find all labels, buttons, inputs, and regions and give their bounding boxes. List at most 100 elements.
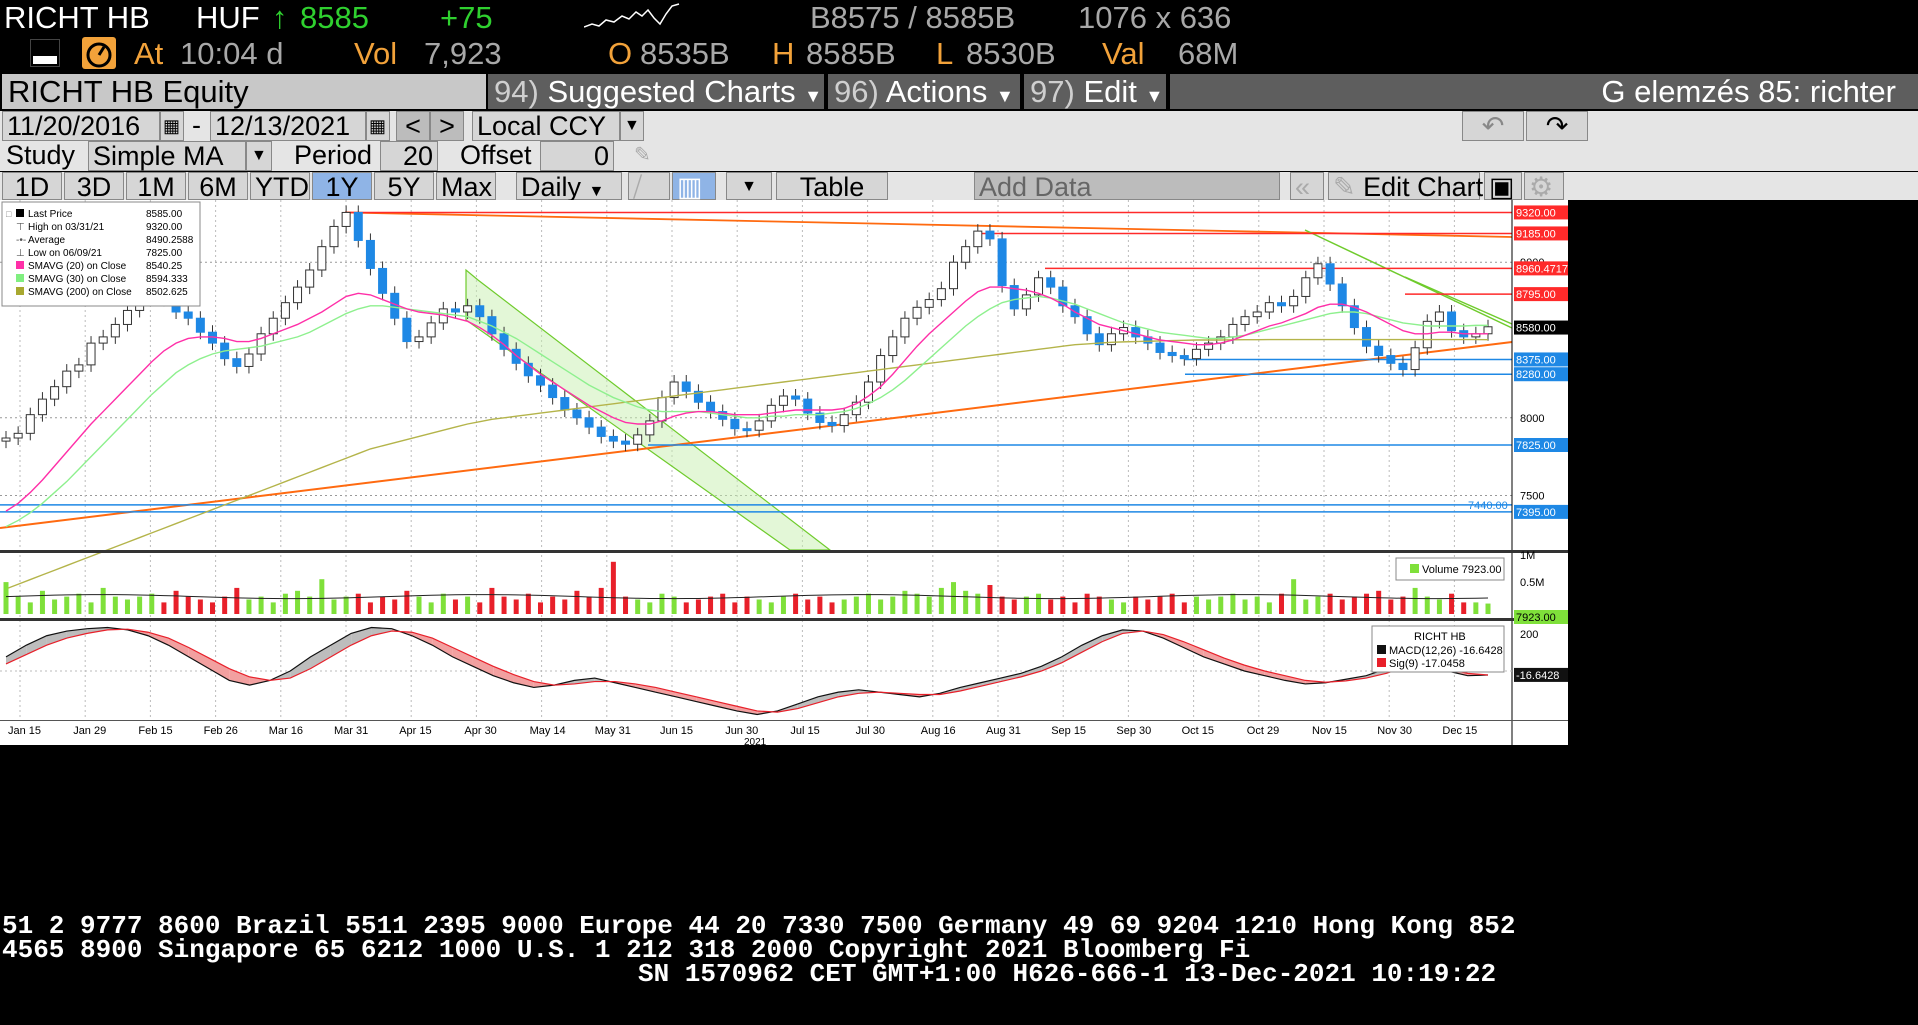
- candle-body: [730, 418, 740, 430]
- frequency-select[interactable]: Daily ▼: [516, 172, 622, 201]
- table-button[interactable]: Table: [776, 172, 888, 201]
- collapse-icon[interactable]: «: [1290, 172, 1324, 201]
- edit-chart-label: Edit Chart: [1363, 172, 1484, 202]
- volume-bar: [1254, 596, 1260, 614]
- volume-bar: [1133, 596, 1139, 614]
- suggested-charts-label: Suggested Charts: [547, 74, 796, 109]
- chevron-down-icon[interactable]: ▼: [246, 141, 272, 171]
- tab-1d[interactable]: 1D: [2, 172, 62, 201]
- macd-fill: [736, 706, 758, 715]
- macd-fill: [1061, 645, 1082, 663]
- suggested-charts-menu[interactable]: 94) Suggested Charts ▼: [488, 74, 824, 109]
- candle-body: [827, 421, 837, 427]
- candle-body: [1386, 355, 1396, 364]
- macd-fill: [249, 676, 270, 686]
- chevron-down-icon[interactable]: ▼: [620, 111, 644, 141]
- open-value: 8535B: [640, 36, 730, 71]
- high-value: 8585B: [806, 36, 896, 71]
- macd-fill: [696, 696, 717, 707]
- pencil-icon[interactable]: ✎: [630, 141, 666, 171]
- x-tick-label: Nov 15: [1312, 725, 1347, 737]
- gear-icon[interactable]: ⚙: [1524, 172, 1564, 201]
- tab-5y[interactable]: 5Y: [374, 172, 434, 201]
- candle-body: [924, 299, 934, 308]
- low-value: 8530B: [966, 36, 1056, 71]
- candle-body: [633, 434, 643, 445]
- price-label-box: [1514, 352, 1568, 367]
- chevron-down-icon: ▼: [996, 86, 1014, 106]
- val-value: 68M: [1178, 36, 1239, 71]
- x-tick-label: Dec 15: [1442, 725, 1477, 737]
- undo-icon[interactable]: ↶: [1462, 111, 1524, 141]
- legend-symbol: -•-: [16, 235, 26, 246]
- grid-icon[interactable]: [30, 39, 60, 67]
- volume-bar: [1048, 599, 1054, 614]
- x-tick-label: Mar 31: [334, 725, 368, 737]
- volume-bar: [39, 590, 45, 614]
- actions-menu[interactable]: 96) Actions ▼: [828, 74, 1020, 109]
- volume-bar: [926, 596, 932, 614]
- timeframe-bar: 1D 3D 1M 6M YTD 1Y 5Y Max Daily ▼ ⧸ ▥ ▼ Table A…: [0, 172, 1918, 202]
- tab-1m[interactable]: 1M: [126, 172, 186, 201]
- candle-body: [450, 308, 460, 313]
- volume-bar: [343, 596, 349, 614]
- price-label: 8580.00: [1516, 323, 1556, 335]
- macd-fill: [472, 656, 494, 676]
- gauge-icon[interactable]: [82, 37, 116, 69]
- candle-body: [973, 230, 983, 248]
- calendar-icon[interactable]: ▦: [160, 111, 184, 141]
- tab-max[interactable]: Max: [436, 172, 496, 201]
- edit-chart-button[interactable]: ✎ Edit Chart: [1328, 172, 1484, 202]
- price-chart[interactable]: 7500800090009320.009185.008960.47178795.…: [0, 200, 1568, 745]
- candle-body: [548, 384, 558, 399]
- candle-body: [912, 306, 922, 319]
- line-chart-icon[interactable]: ⧸: [628, 172, 670, 201]
- x-tick-label: Jun 15: [660, 725, 693, 737]
- volume-bar: [137, 596, 143, 614]
- ticker-line-3: SN 1570962 CET GMT+1:00 H626-666-1 13-De…: [638, 959, 1497, 989]
- candle-body: [183, 311, 193, 319]
- tab-3d[interactable]: 3D: [64, 172, 124, 201]
- chevron-down-icon[interactable]: ▼: [726, 172, 772, 200]
- macd-fill: [818, 692, 839, 703]
- macd-label: -16.6428: [1516, 670, 1559, 682]
- redo-icon[interactable]: ↷: [1526, 111, 1588, 141]
- legend-swatch: [16, 274, 24, 282]
- next-range-button[interactable]: >: [430, 111, 464, 141]
- prev-range-button[interactable]: <: [396, 111, 430, 141]
- end-date-input[interactable]: 12/13/2021: [210, 111, 366, 141]
- candle-body: [1082, 316, 1092, 335]
- tab-1y[interactable]: 1Y: [312, 172, 372, 201]
- up-arrow-icon: ↑: [272, 0, 288, 35]
- legend-label: SMAVG (20) on Close: [28, 261, 127, 272]
- price-label: 8280.00: [1516, 369, 1556, 381]
- chart-settings-icon[interactable]: ▣: [1484, 172, 1522, 201]
- candle-body: [122, 309, 132, 325]
- candle-body: [1252, 311, 1262, 318]
- tab-6m[interactable]: 6M: [188, 172, 248, 201]
- volume-bar: [1485, 603, 1491, 614]
- tab-ytd[interactable]: YTD: [250, 172, 310, 201]
- volume-bar: [999, 596, 1005, 614]
- x-tick-label: Nov 30: [1377, 725, 1412, 737]
- legend-symbol: ⊥: [16, 248, 25, 259]
- currency-select[interactable]: Local CCY: [472, 111, 620, 141]
- volume-bar: [1303, 599, 1309, 614]
- calendar-icon[interactable]: ▦: [366, 111, 390, 141]
- period-input[interactable]: 20: [380, 141, 438, 171]
- start-date-input[interactable]: 11/20/2016: [2, 111, 160, 141]
- volume-bar: [234, 587, 240, 614]
- study-select[interactable]: Simple MA: [88, 141, 246, 171]
- edit-menu[interactable]: 97) Edit ▼: [1024, 74, 1166, 109]
- macd-legend-title: RICHT HB: [1414, 631, 1466, 643]
- candle-chart-icon[interactable]: ▥: [672, 172, 716, 201]
- volume-bar: [1315, 596, 1321, 614]
- candle-body: [353, 211, 363, 241]
- volume-bar: [878, 599, 884, 614]
- volume-bar: [1412, 587, 1418, 614]
- ticker-label[interactable]: RICHT HB: [4, 0, 150, 35]
- macd-fill: [960, 682, 981, 691]
- offset-input[interactable]: 0: [540, 141, 614, 171]
- security-field[interactable]: RICHT HB Equity: [2, 74, 486, 109]
- add-data-input[interactable]: Add Data: [974, 172, 1280, 201]
